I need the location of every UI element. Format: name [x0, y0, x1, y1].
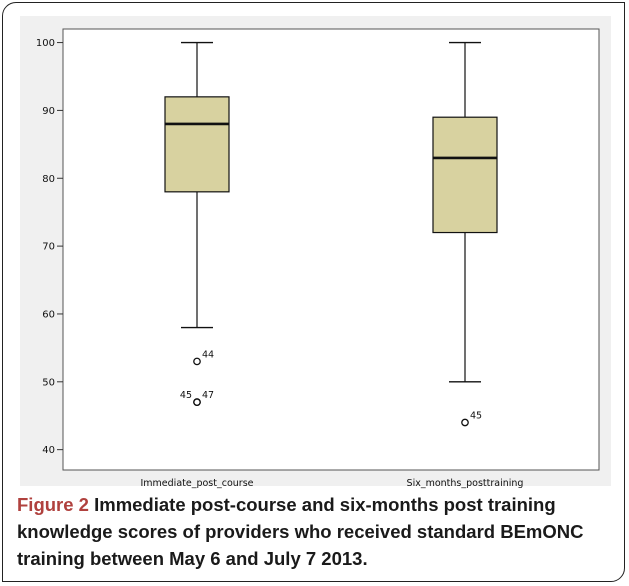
outlier-point — [461, 418, 469, 427]
outlier-case-label: 47 — [202, 390, 214, 401]
y-tick-label: 40 — [42, 445, 55, 456]
plot-area — [62, 28, 600, 471]
outlier-point — [193, 357, 201, 366]
y-tick-label: 90 — [42, 106, 55, 117]
y-tick-label: 80 — [42, 174, 55, 185]
figure-caption-text: Immediate post-course and six-months pos… — [17, 494, 584, 569]
x-category-label: Immediate_post_course — [141, 478, 254, 489]
outlier-case-label: 45 — [470, 411, 482, 422]
outlier-point — [193, 398, 201, 407]
y-tick-label: 50 — [42, 377, 55, 388]
outlier-case-label: 44 — [202, 349, 214, 360]
y-tick-label: 60 — [42, 309, 55, 320]
y-tick-label: 100 — [36, 38, 55, 49]
iqr-box — [432, 116, 498, 234]
x-category-label: Six_months_posttraining — [407, 478, 524, 489]
y-tick-label: 70 — [42, 242, 55, 253]
figure-label: Figure 2 — [17, 494, 89, 515]
iqr-box — [164, 96, 230, 193]
figure-caption: Figure 2 Immediate post-course and six-m… — [17, 491, 617, 572]
outlier-case-label: 45 — [180, 390, 192, 401]
box-plot-chart: 40 50 60 70 80 90 100 44 47 45 45 Immediate_post_co… — [20, 16, 611, 489]
